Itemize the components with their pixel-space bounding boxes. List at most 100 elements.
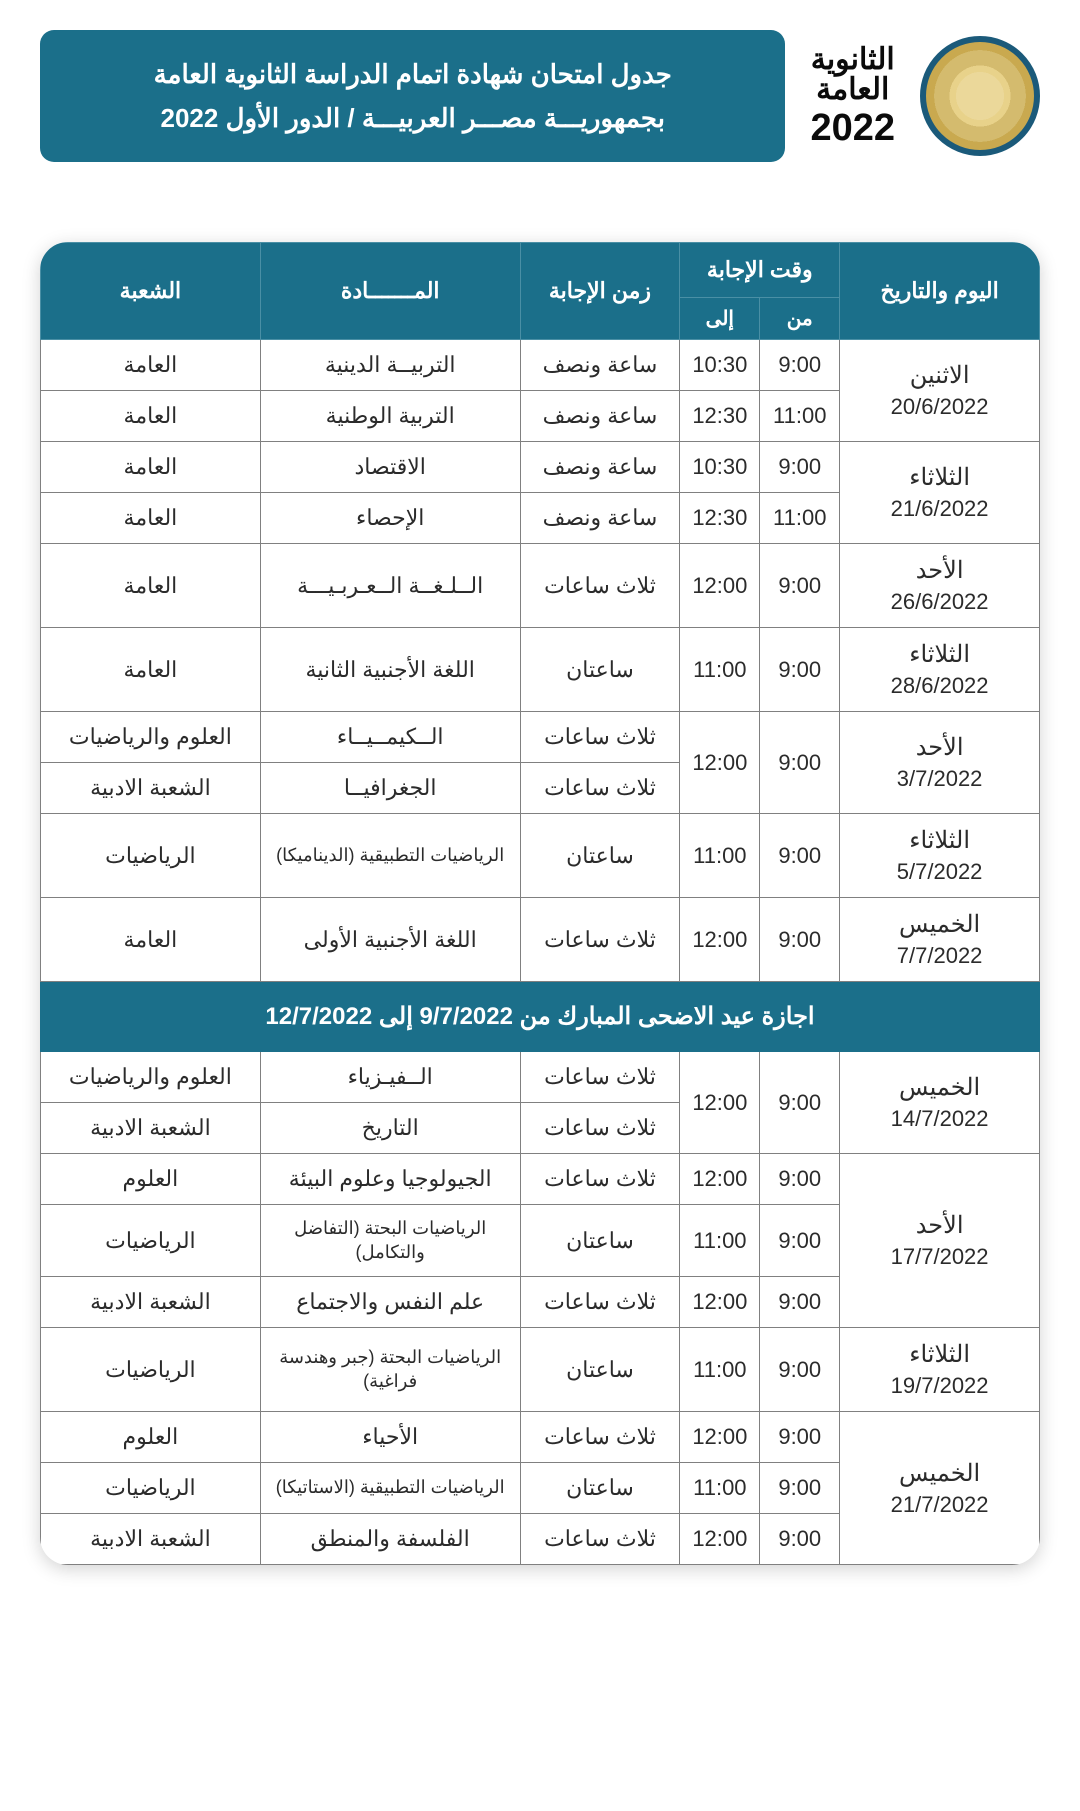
col-duration: زمن الإجابة — [520, 243, 680, 340]
duration-cell: ثلاث ساعات — [520, 544, 680, 628]
division-cell: العلوم — [41, 1412, 261, 1463]
date-cell: الثلاثاء 28/6/2022 — [840, 628, 1040, 712]
time-to: 12:00 — [680, 712, 760, 814]
subject-cell: التاريخ — [260, 1103, 520, 1154]
division-cell: العامة — [41, 442, 261, 493]
division-cell: العامة — [41, 628, 261, 712]
duration-cell: ساعتان — [520, 814, 680, 898]
time-from: 9:00 — [760, 1052, 840, 1154]
time-from: 9:00 — [760, 1277, 840, 1328]
time-from: 9:00 — [760, 340, 840, 391]
time-to: 12:00 — [680, 1514, 760, 1565]
date-value: 14/7/2022 — [846, 1106, 1033, 1132]
subject-cell: الجيولوجيا وعلوم البيئة — [260, 1154, 520, 1205]
col-time-group: وقت الإجابة — [680, 243, 840, 298]
duration-cell: ساعة ونصف — [520, 442, 680, 493]
subject-cell: الجغرافيــا — [260, 763, 520, 814]
subject-cell: الــلـغــة الــعـربـيـــة — [260, 544, 520, 628]
date-value: 20/6/2022 — [846, 394, 1033, 420]
date-cell: الأحد17/7/2022 — [840, 1154, 1040, 1328]
day-name: الأحد — [846, 556, 1033, 585]
division-cell: الرياضيات — [41, 814, 261, 898]
date-value: 28/6/2022 — [846, 673, 1033, 699]
time-to: 11:00 — [680, 628, 760, 712]
date-cell: الخميس 21/7/2022 — [840, 1412, 1040, 1565]
subject-cell: التربية الوطنية — [260, 391, 520, 442]
time-to: 12:00 — [680, 1052, 760, 1154]
duration-cell: ساعتان — [520, 1328, 680, 1412]
day-name: الثلاثاء — [846, 1340, 1033, 1369]
day-name: الثلاثاء — [846, 640, 1033, 669]
ministry-seal-icon — [920, 36, 1040, 156]
table-row: الخميس14/7/20229:0012:00ثلاث ساعاتالــفي… — [41, 1052, 1040, 1103]
duration-cell: ساعتان — [520, 1205, 680, 1277]
duration-cell: ثلاث ساعات — [520, 712, 680, 763]
time-from: 9:00 — [760, 442, 840, 493]
logo-line: الثانوية — [810, 45, 895, 75]
subject-cell: الرياضيات التطبيقية (الديناميكا) — [260, 814, 520, 898]
table-row: الثلاثاء21/6/20229:0010:30ساعة ونصفالاقت… — [41, 442, 1040, 493]
table-row: الخميس7/7/20229:0012:00ثلاث ساعاتاللغة ا… — [41, 898, 1040, 982]
date-value: 5/7/2022 — [846, 859, 1033, 885]
exam-schedule-sheet: اليوم والتاريخ وقت الإجابة زمن الإجابة ا… — [40, 242, 1040, 1565]
table-header: اليوم والتاريخ وقت الإجابة زمن الإجابة ا… — [41, 243, 1040, 340]
col-division: الشعبة — [41, 243, 261, 340]
time-to: 11:00 — [680, 1205, 760, 1277]
duration-cell: ثلاث ساعات — [520, 898, 680, 982]
date-cell: الأحد26/6/2022 — [840, 544, 1040, 628]
time-to: 12:30 — [680, 391, 760, 442]
time-to: 11:00 — [680, 1328, 760, 1412]
time-from: 9:00 — [760, 814, 840, 898]
time-to: 12:00 — [680, 898, 760, 982]
day-name: الخميس — [846, 1459, 1033, 1488]
date-value: 19/7/2022 — [846, 1373, 1033, 1399]
time-from: 9:00 — [760, 544, 840, 628]
date-cell: الثلاثاء21/6/2022 — [840, 442, 1040, 544]
day-name: الخميس — [846, 1073, 1033, 1102]
duration-cell: ثلاث ساعات — [520, 1052, 680, 1103]
date-cell: الثلاثاء 19/7/2022 — [840, 1328, 1040, 1412]
duration-cell: ساعة ونصف — [520, 340, 680, 391]
duration-cell: ساعتان — [520, 628, 680, 712]
col-time-from: من — [760, 298, 840, 340]
time-to: 11:00 — [680, 814, 760, 898]
time-from: 9:00 — [760, 628, 840, 712]
header-bar: الثانوية العامة 2022 جدول امتحان شهادة ا… — [40, 30, 1040, 162]
time-from: 11:00 — [760, 391, 840, 442]
duration-cell: ساعتان — [520, 1463, 680, 1514]
date-cell: الخميس7/7/2022 — [840, 898, 1040, 982]
division-cell: العلوم والرياضيات — [41, 712, 261, 763]
subject-cell: الأحياء — [260, 1412, 520, 1463]
time-to: 12:00 — [680, 1277, 760, 1328]
time-from: 9:00 — [760, 1463, 840, 1514]
duration-cell: ساعة ونصف — [520, 391, 680, 442]
division-cell: الرياضيات — [41, 1205, 261, 1277]
table-row: الأحد17/7/20229:0012:00ثلاث ساعاتالجيولو… — [41, 1154, 1040, 1205]
division-cell: العامة — [41, 544, 261, 628]
duration-cell: ثلاث ساعات — [520, 1277, 680, 1328]
duration-cell: ثلاث ساعات — [520, 1103, 680, 1154]
division-cell: العلوم والرياضيات — [41, 1052, 261, 1103]
division-cell: الشعبة الادبية — [41, 1277, 261, 1328]
division-cell: الشعبة الادبية — [41, 1514, 261, 1565]
date-value: 21/7/2022 — [846, 1492, 1033, 1518]
table-row: الاثنين20/6/20229:0010:30ساعة ونصفالتربي… — [41, 340, 1040, 391]
day-name: الثلاثاء — [846, 463, 1033, 492]
time-from: 9:00 — [760, 1514, 840, 1565]
subject-cell: الرياضيات البحتة (جبر وهندسة فراغية) — [260, 1328, 520, 1412]
table-row: الخميس21/7/20229:0012:00ثلاث ساعاتالأحيا… — [41, 1412, 1040, 1463]
col-time-to: إلى — [680, 298, 760, 340]
day-name: الأحد — [846, 733, 1033, 762]
subject-cell: الرياضيات البحتة (التفاضل والتكامل) — [260, 1205, 520, 1277]
subject-cell: الرياضيات التطبيقية (الاستاتيكا) — [260, 1463, 520, 1514]
subject-cell: التربيــة الدينية — [260, 340, 520, 391]
subject-cell: الــكيمــيــاء — [260, 712, 520, 763]
division-cell: الشعبة الادبية — [41, 1103, 261, 1154]
division-cell: الرياضيات — [41, 1463, 261, 1514]
duration-cell: ثلاث ساعات — [520, 763, 680, 814]
date-cell: الأحد3/7/2022 — [840, 712, 1040, 814]
division-cell: الرياضيات — [41, 1328, 261, 1412]
date-cell: الاثنين20/6/2022 — [840, 340, 1040, 442]
title-line2: بجمهوريـــة مصـــر العربيـــة / الدور ال… — [70, 96, 755, 140]
table-row: الأحد26/6/20229:0012:00ثلاث ساعاتالــلـغ… — [41, 544, 1040, 628]
